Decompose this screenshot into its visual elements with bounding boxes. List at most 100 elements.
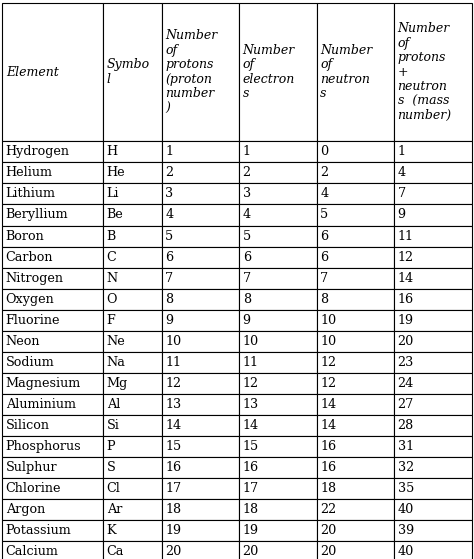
- Text: 4: 4: [165, 209, 173, 221]
- Text: 18: 18: [165, 503, 182, 516]
- Text: Al: Al: [107, 397, 120, 411]
- Bar: [162, 394, 239, 415]
- Text: 40: 40: [398, 545, 414, 558]
- Text: Ar: Ar: [107, 503, 122, 516]
- Bar: [394, 310, 472, 330]
- Text: 2: 2: [165, 167, 173, 179]
- Text: 31: 31: [398, 440, 414, 453]
- Bar: [2, 352, 103, 373]
- Bar: [2, 435, 103, 457]
- Bar: [394, 457, 472, 478]
- Text: 3: 3: [165, 187, 173, 201]
- Text: 4: 4: [320, 187, 328, 201]
- Bar: [239, 205, 317, 225]
- Bar: [317, 520, 394, 541]
- Bar: [103, 373, 162, 394]
- Bar: [394, 330, 472, 352]
- Bar: [239, 330, 317, 352]
- Text: 10: 10: [243, 335, 259, 348]
- Bar: [394, 520, 472, 541]
- Text: P: P: [107, 440, 115, 453]
- Text: 7: 7: [320, 272, 328, 285]
- Bar: [239, 394, 317, 415]
- Bar: [394, 268, 472, 288]
- Text: 17: 17: [243, 482, 259, 495]
- Text: Na: Na: [107, 356, 126, 368]
- Bar: [103, 352, 162, 373]
- Text: 11: 11: [165, 356, 181, 368]
- Text: 5: 5: [165, 230, 173, 243]
- Bar: [239, 541, 317, 559]
- Bar: [162, 373, 239, 394]
- Bar: [317, 541, 394, 559]
- Text: Si: Si: [107, 419, 119, 432]
- Text: 5: 5: [243, 230, 251, 243]
- Bar: [317, 415, 394, 435]
- Text: 28: 28: [398, 419, 414, 432]
- Text: 4: 4: [398, 167, 406, 179]
- Text: 24: 24: [398, 377, 414, 390]
- Bar: [239, 310, 317, 330]
- Bar: [103, 478, 162, 499]
- Bar: [239, 288, 317, 310]
- Text: 8: 8: [320, 292, 328, 306]
- Bar: [317, 478, 394, 499]
- Bar: [394, 435, 472, 457]
- Text: 20: 20: [165, 545, 182, 558]
- Text: 10: 10: [320, 314, 336, 326]
- Bar: [2, 288, 103, 310]
- Text: Cl: Cl: [107, 482, 120, 495]
- Bar: [162, 457, 239, 478]
- Bar: [103, 3, 162, 141]
- Bar: [317, 183, 394, 205]
- Text: 6: 6: [320, 250, 328, 263]
- Bar: [103, 310, 162, 330]
- Bar: [317, 310, 394, 330]
- Bar: [239, 141, 317, 163]
- Text: 12: 12: [320, 377, 336, 390]
- Bar: [394, 478, 472, 499]
- Bar: [162, 3, 239, 141]
- Bar: [162, 435, 239, 457]
- Text: 10: 10: [165, 335, 182, 348]
- Bar: [162, 310, 239, 330]
- Text: 7: 7: [398, 187, 406, 201]
- Text: 16: 16: [320, 440, 336, 453]
- Bar: [162, 163, 239, 183]
- Text: Calcium: Calcium: [6, 545, 59, 558]
- Text: 17: 17: [165, 482, 182, 495]
- Bar: [162, 205, 239, 225]
- Bar: [162, 141, 239, 163]
- Text: Be: Be: [107, 209, 123, 221]
- Bar: [2, 520, 103, 541]
- Bar: [103, 288, 162, 310]
- Text: 16: 16: [320, 461, 336, 473]
- Bar: [239, 499, 317, 520]
- Text: Nitrogen: Nitrogen: [6, 272, 64, 285]
- Bar: [2, 541, 103, 559]
- Text: 13: 13: [165, 397, 182, 411]
- Text: 9: 9: [398, 209, 406, 221]
- Bar: [317, 352, 394, 373]
- Bar: [394, 205, 472, 225]
- Text: 6: 6: [243, 250, 251, 263]
- Text: 12: 12: [165, 377, 182, 390]
- Text: He: He: [107, 167, 125, 179]
- Text: 6: 6: [165, 250, 173, 263]
- Text: 1: 1: [165, 145, 173, 158]
- Bar: [239, 3, 317, 141]
- Text: 8: 8: [243, 292, 251, 306]
- Text: Ca: Ca: [107, 545, 124, 558]
- Bar: [317, 205, 394, 225]
- Text: Helium: Helium: [6, 167, 53, 179]
- Text: 16: 16: [243, 461, 259, 473]
- Bar: [2, 394, 103, 415]
- Bar: [317, 499, 394, 520]
- Bar: [103, 141, 162, 163]
- Bar: [103, 330, 162, 352]
- Bar: [162, 415, 239, 435]
- Bar: [162, 478, 239, 499]
- Bar: [2, 163, 103, 183]
- Bar: [317, 330, 394, 352]
- Bar: [103, 163, 162, 183]
